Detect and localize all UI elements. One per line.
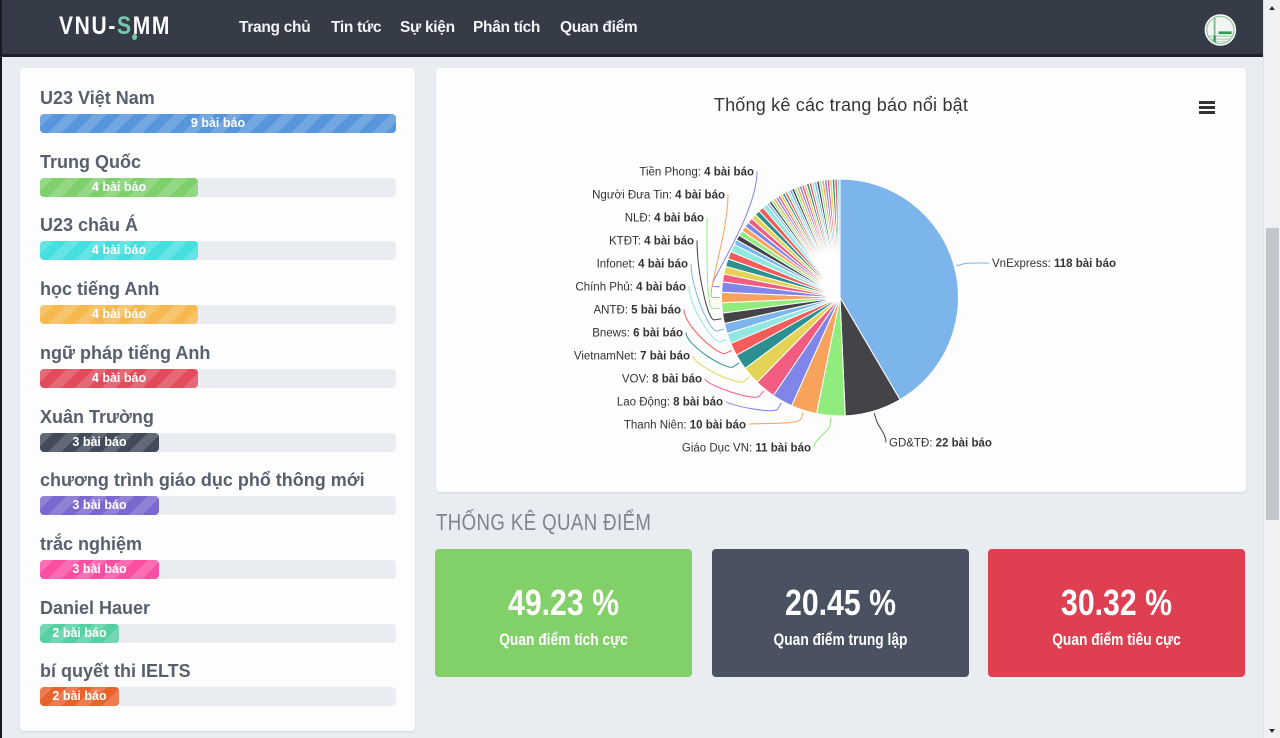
svg-text:KTĐT: 4 bài báo: KTĐT: 4 bài báo [609, 236, 694, 248]
svg-text:VietnamNet: 7 bài báo: VietnamNet: 7 bài báo [574, 351, 690, 363]
svg-text:Lao Động: 8 bài báo: Lao Động: 8 bài báo [617, 397, 723, 409]
svg-text:GD&TĐ: 22 bài báo: GD&TĐ: 22 bài báo [889, 438, 992, 450]
svg-text:Infonet: 4 bài báo: Infonet: 4 bài báo [597, 259, 688, 271]
svg-text:Bnews: 6 bài báo: Bnews: 6 bài báo [592, 328, 683, 340]
svg-text:Chính Phủ: 4 bài báo: Chính Phủ: 4 bài báo [575, 282, 686, 294]
svg-text:Giáo Dục VN: 11 bài báo: Giáo Dục VN: 11 bài báo [682, 443, 811, 455]
svg-text:NLĐ: 4 bài báo: NLĐ: 4 bài báo [625, 213, 704, 225]
svg-text:VOV: 8 bài báo: VOV: 8 bài báo [622, 374, 702, 386]
svg-text:ANTĐ: 5 bài báo: ANTĐ: 5 bài báo [593, 305, 681, 317]
svg-text:Người Đưa Tin: 4 bài báo: Người Đưa Tin: 4 bài báo [592, 190, 725, 202]
svg-text:VnExpress: 118 bài báo: VnExpress: 118 bài báo [992, 258, 1116, 270]
svg-text:Thanh Niên: 10 bài báo: Thanh Niên: 10 bài báo [624, 420, 746, 432]
svg-text:Tiền Phong: 4 bài báo: Tiền Phong: 4 bài báo [639, 167, 754, 179]
